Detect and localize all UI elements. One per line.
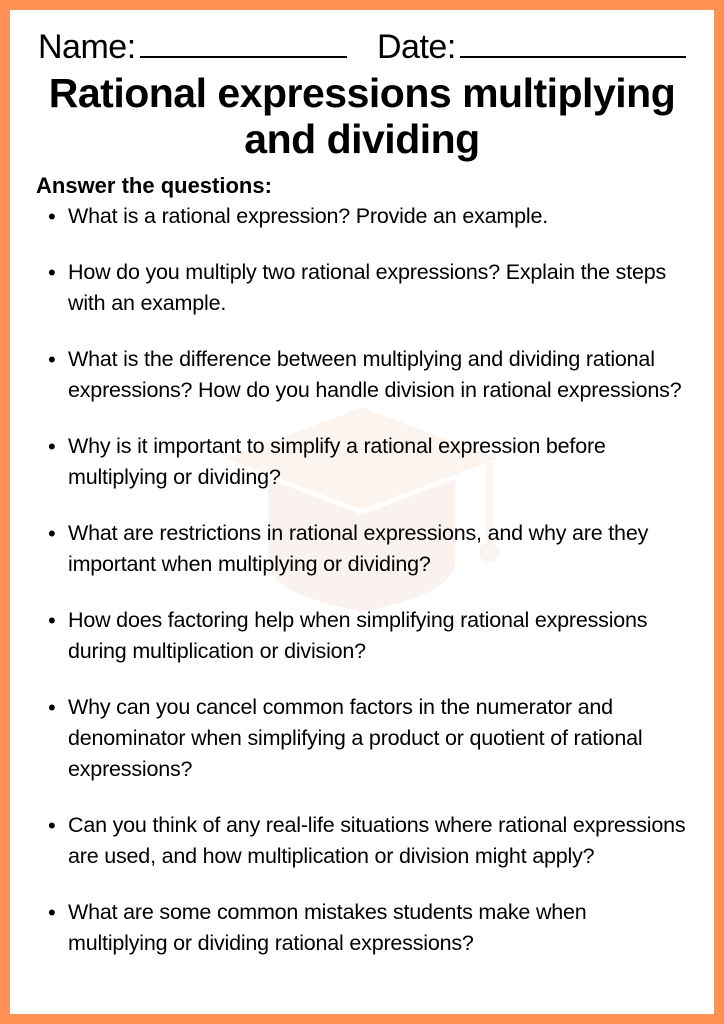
questions-list: What is a rational expression? Provide a… (38, 201, 686, 958)
date-label: Date: (377, 28, 456, 67)
worksheet-title: Rational expressions multiplying and div… (38, 71, 686, 163)
question-item: Why can you cancel common factors in the… (46, 692, 686, 784)
worksheet-page: Name: Date: Rational expressions multipl… (0, 0, 724, 1024)
date-line[interactable] (460, 56, 686, 58)
section-label: Answer the questions: (36, 173, 686, 199)
worksheet-content: Name: Date: Rational expressions multipl… (38, 28, 686, 958)
question-item: Can you think of any real-life situation… (46, 810, 686, 871)
name-field: Name: (38, 28, 347, 67)
question-item: Why is it important to simplify a ration… (46, 431, 686, 492)
date-field: Date: (377, 28, 686, 67)
question-item: What is the difference between multiplyi… (46, 344, 686, 405)
question-item: What are restrictions in rational expres… (46, 518, 686, 579)
header-row: Name: Date: (38, 28, 686, 67)
question-item: What are some common mistakes students m… (46, 897, 686, 958)
question-item: How do you multiply two rational express… (46, 257, 686, 318)
name-label: Name: (38, 28, 136, 67)
question-item: How does factoring help when simplifying… (46, 605, 686, 666)
name-line[interactable] (140, 56, 347, 58)
question-item: What is a rational expression? Provide a… (46, 201, 686, 232)
